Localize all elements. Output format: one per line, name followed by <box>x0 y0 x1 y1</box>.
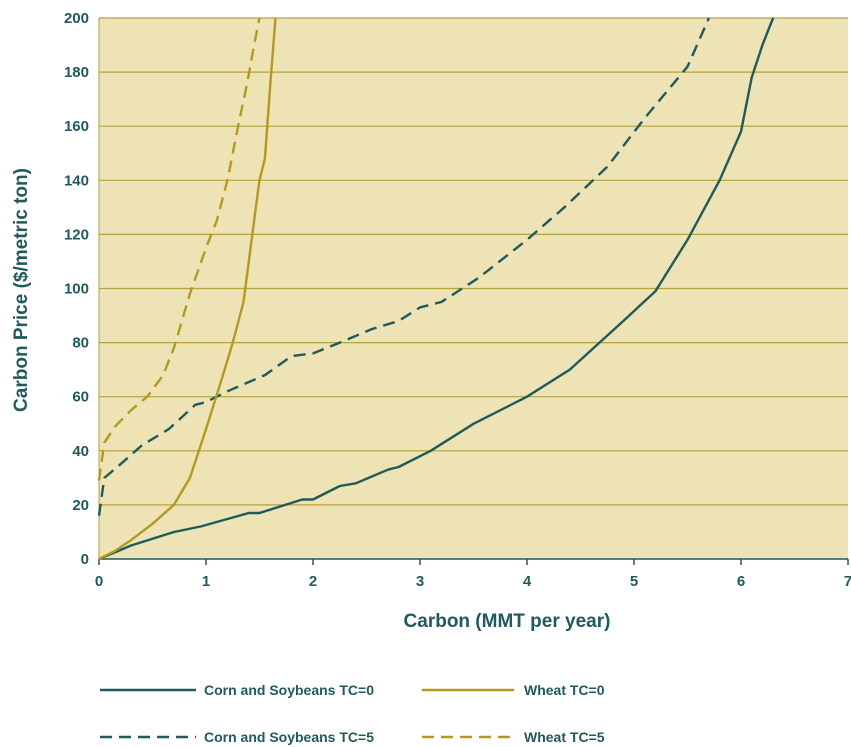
x-tick-label: 5 <box>630 573 638 590</box>
x-tick-label: 1 <box>202 573 210 590</box>
series-line-3 <box>98 17 277 561</box>
y-tick-label: 80 <box>72 335 89 352</box>
series-line-1 <box>98 17 775 561</box>
legend-label: Corn and Soybeans TC=5 <box>204 729 374 745</box>
legend-label: Corn and Soybeans TC=0 <box>204 682 374 698</box>
legend-label: Wheat TC=0 <box>524 682 605 698</box>
x-tick-label: 6 <box>737 573 745 590</box>
y-tick-label: 160 <box>64 118 89 135</box>
y-tick-label: 0 <box>81 551 89 568</box>
x-tick-label: 7 <box>844 573 851 590</box>
legend-label: Wheat TC=5 <box>524 729 605 745</box>
gridlines <box>99 17 848 506</box>
x-tick-label: 3 <box>416 573 424 590</box>
y-tick-label: 40 <box>72 443 89 460</box>
y-axis-label: Carbon Price ($/metric ton) <box>11 168 32 412</box>
y-tick-label: 60 <box>72 389 89 406</box>
legend: Corn and Soybeans TC=0 Corn and Soybeans … <box>100 682 605 745</box>
y-tick-label: 140 <box>64 172 89 189</box>
axes <box>98 18 849 565</box>
series-line-4 <box>97 17 261 481</box>
x-tick-label: 2 <box>309 573 317 590</box>
x-axis-label: Carbon (MMT per year) <box>404 611 611 632</box>
x-tick-label: 4 <box>523 573 532 590</box>
y-tick-label: 180 <box>64 64 89 81</box>
x-tick-label: 0 <box>95 573 103 590</box>
tick-labels: 0 20 40 60 80 100 120 140 160 180 200 0 1 2 3 4 5 6 7 <box>64 10 851 590</box>
series-lines <box>97 17 775 561</box>
y-tick-label: 200 <box>64 10 89 27</box>
y-tick-label: 20 <box>72 497 89 514</box>
series-line-2 <box>97 17 710 516</box>
y-tick-label: 120 <box>64 226 89 243</box>
y-tick-label: 100 <box>64 281 89 298</box>
